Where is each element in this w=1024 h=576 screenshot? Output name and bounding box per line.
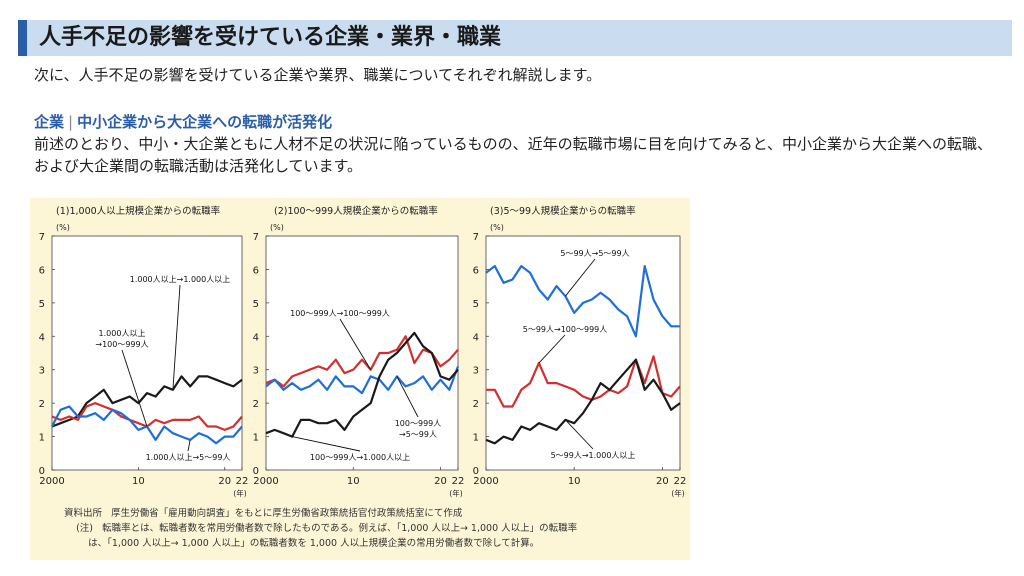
x-tick-label: 2000 <box>473 476 498 487</box>
series-line-blue <box>265 366 460 395</box>
y-tick-label: 5 <box>473 299 479 310</box>
section-heading-text: 中小企業から大企業への転職が活発化 <box>77 113 333 131</box>
annotation-label: 1.000人以上 <box>99 329 146 338</box>
series-line-black <box>265 331 459 438</box>
intro-text: 次に、人手不足の影響を受けている企業や業界、職業についてそれぞれ解説します。 <box>34 66 602 84</box>
source-label: 資料出所 <box>64 508 103 519</box>
x-tick-label: 10 <box>132 476 145 487</box>
note-line-2: は、「1,000 人以上→ 1,000 人以上」の転職者数を 1,000 人以上… <box>64 536 684 551</box>
y-tick-label: 3 <box>39 366 45 377</box>
x-tick-label: 2000 <box>39 476 64 487</box>
y-tick-label: 5 <box>39 299 45 310</box>
chart-figure: (1)1,000人以上規模企業からの転職率 (%) (年) 0 1 2 3 4 5 6 7 2000 1… <box>30 198 690 560</box>
annotation-label: 5～99人→100～999人 <box>523 325 608 334</box>
section-label: 企業 <box>34 113 65 131</box>
y-tick-label: 0 <box>253 466 259 477</box>
figure-notes: 資料出所 厚生労働省「雇用動向調査」をもとに厚生労働省政策統括官付政策統括室にて… <box>64 506 684 551</box>
title-bar: 人手不足の影響を受けている企業・業界・職業 <box>18 20 1012 56</box>
y-tick-label: 0 <box>473 466 479 477</box>
y-tick-label: 4 <box>39 332 45 343</box>
panel-title-1: (1)1,000人以上規模企業からの転職率 <box>56 205 221 217</box>
annotation-label: 100～999人 <box>395 419 442 428</box>
annotation-leader <box>396 376 419 418</box>
y-tick-label: 1 <box>39 433 45 444</box>
note-text-1: 転職率とは、転職者数を常用労働者数で除したものである。例えば、「1,000 人以… <box>102 523 578 534</box>
annotation-leader <box>121 349 148 427</box>
y-tick-label: 5 <box>253 299 259 310</box>
y-tick-label: 6 <box>39 265 45 276</box>
y-tick-label: 1 <box>253 433 259 444</box>
x-tick-label: 20 <box>434 476 447 487</box>
x-unit-1: (年) <box>233 488 246 498</box>
annotation-label: 5～99人→1.000人以上 <box>551 451 636 460</box>
annotation-label: 1.000人以上→5～99人 <box>146 453 231 462</box>
annotation-label: →5～99人 <box>399 430 437 439</box>
section-separator: | <box>68 113 74 131</box>
x-tick-label: 20 <box>218 476 231 487</box>
y-tick-label: 7 <box>473 232 479 243</box>
x-tick-label: 10 <box>347 476 360 487</box>
x-tick-label: 20 <box>656 476 669 487</box>
panel-title-3: (3)5～99人規模企業からの転職率 <box>490 205 636 217</box>
annotation-label: 100～999人→100～999人 <box>290 309 390 318</box>
series-line-black <box>51 375 243 428</box>
section-body: 前述のとおり、中小・大企業ともに人材不足の状況に陥っているものの、近年の転職市場… <box>34 135 993 175</box>
y-tick-label: 4 <box>253 332 259 343</box>
annotation-label: 1.000人以上→1.000人以上 <box>130 275 231 284</box>
series-line-blue <box>485 264 680 338</box>
annotation-label: 5～99人→5～99人 <box>560 249 629 258</box>
plot-area-2 <box>265 235 459 471</box>
x-tick-label: 22 <box>236 476 249 487</box>
x-tick-label: 2000 <box>253 476 278 487</box>
annotation-leader <box>565 258 596 297</box>
series-line-red <box>486 355 681 408</box>
y-tick-label: 7 <box>253 232 259 243</box>
y-tick-label: 3 <box>253 366 259 377</box>
y-tick-label: 4 <box>473 332 479 343</box>
x-tick-label: 22 <box>674 476 687 487</box>
y-tick-label: 6 <box>473 265 479 276</box>
annotation-leader <box>538 334 566 364</box>
section-heading: 企業 | 中小企業から大企業への転職が活発化 <box>34 111 332 133</box>
annotation-leader <box>292 436 361 452</box>
annotation-leader <box>172 284 181 390</box>
annotation-leader <box>565 419 594 450</box>
y-tick-label: 2 <box>473 399 479 410</box>
source-text: 厚生労働省「雇用動向調査」をもとに厚生労働省政策統括官付政策統括室にて作成 <box>111 508 463 519</box>
y-tick-label: 7 <box>39 232 45 243</box>
source-line: 資料出所 厚生労働省「雇用動向調査」をもとに厚生労働省政策統括官付政策統括室にて… <box>64 506 684 521</box>
x-tick-label: 22 <box>452 476 465 487</box>
plot-area-1 <box>51 235 243 471</box>
y-tick-label: 1 <box>473 433 479 444</box>
annotation-leader <box>339 318 372 370</box>
series-line-black <box>485 358 681 445</box>
y-tick-label: 6 <box>253 265 259 276</box>
y-tick-label: 3 <box>473 366 479 377</box>
note-line-1: (注) 転職率とは、転職者数を常用労働者数で除したものである。例えば、「1,00… <box>64 521 684 536</box>
y-tick-label: 0 <box>39 466 45 477</box>
annotation-leader <box>187 439 191 452</box>
page-title: 人手不足の影響を受けている企業・業界・職業 <box>39 25 502 50</box>
y-tick-label: 2 <box>253 399 259 410</box>
x-tick-label: 10 <box>568 476 581 487</box>
annotation-label: 100～999人→1.000人以上 <box>310 453 410 462</box>
panel-title-2: (2)100～999人規模企業からの転職率 <box>274 205 438 217</box>
note-label: (注) <box>76 523 94 534</box>
note-text-2: は、「1,000 人以上→ 1,000 人以上」の転職者数を 1,000 人以上… <box>88 538 540 549</box>
y-unit-3: (%) <box>490 223 504 232</box>
x-unit-3: (年) <box>671 488 684 498</box>
x-unit-2: (年) <box>449 488 462 498</box>
y-unit-1: (%) <box>56 223 70 232</box>
y-unit-2: (%) <box>270 223 284 232</box>
annotation-label: →100～999人 <box>95 340 148 349</box>
series-line-red <box>265 335 459 388</box>
y-tick-label: 2 <box>39 399 45 410</box>
